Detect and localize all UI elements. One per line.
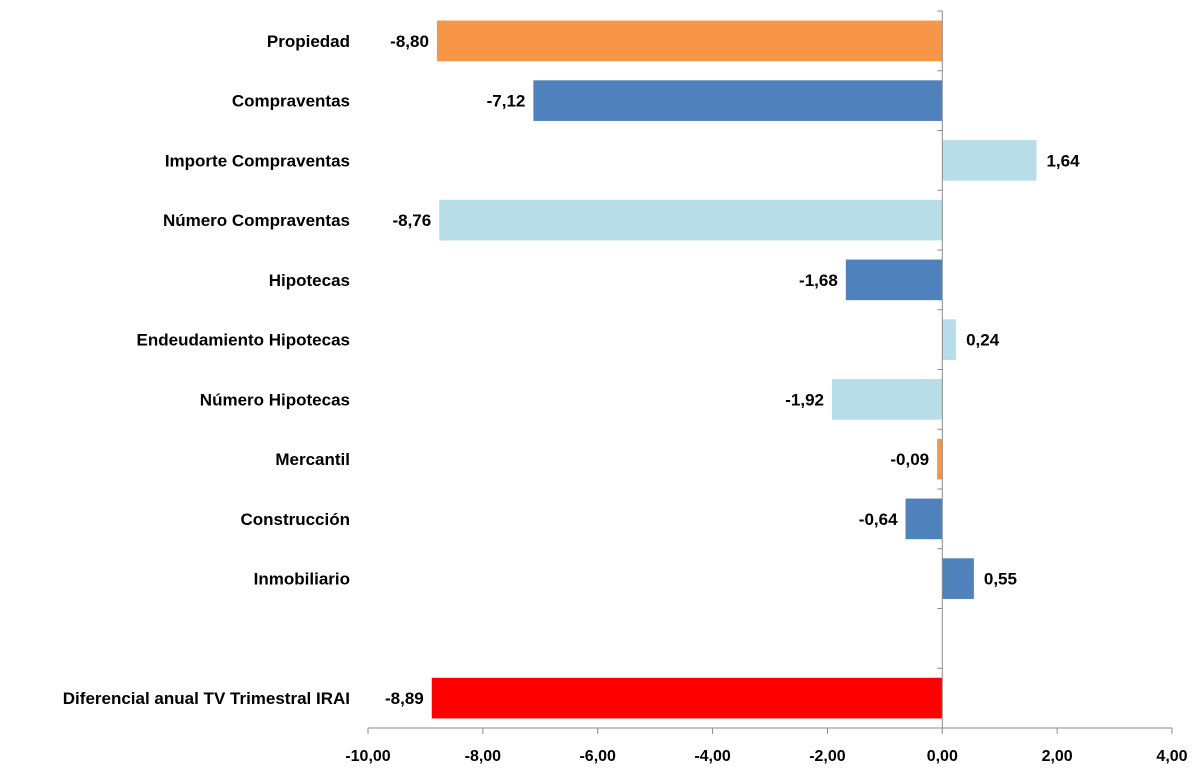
x-tick-label: 0,00 — [927, 748, 958, 765]
bar — [937, 438, 943, 480]
x-tick-label: -8,00 — [465, 748, 502, 765]
bar — [845, 259, 943, 301]
category-label: Endeudamiento Hipotecas — [137, 331, 350, 350]
data-label: 1,64 — [1046, 151, 1080, 170]
category-label: Construcción — [240, 510, 350, 529]
x-tick-label: -6,00 — [579, 748, 616, 765]
category-label: Diferencial anual TV Trimestral IRAI — [63, 689, 350, 708]
bar — [436, 20, 943, 62]
data-label: -1,68 — [799, 271, 838, 290]
x-tick-label: 4,00 — [1156, 748, 1187, 765]
data-label: -8,76 — [392, 211, 431, 230]
category-label: Hipotecas — [269, 271, 350, 290]
category-label: Número Compraventas — [163, 211, 350, 230]
data-label: 0,55 — [984, 570, 1017, 589]
category-label: Propiedad — [267, 32, 350, 51]
data-label: 0,24 — [966, 331, 1000, 350]
bar — [942, 319, 957, 360]
data-label: -1,92 — [785, 390, 824, 409]
x-tick-label: -2,00 — [809, 748, 846, 765]
data-label: -0,64 — [859, 510, 898, 529]
category-label: Importe Compraventas — [165, 151, 350, 170]
bar — [533, 80, 943, 121]
bar — [942, 140, 1037, 181]
category-label: Compraventas — [232, 92, 350, 111]
category-label: Número Hipotecas — [200, 390, 350, 409]
x-tick-label: -10,00 — [345, 748, 390, 765]
category-label: Mercantil — [275, 450, 350, 469]
data-label: -0,09 — [890, 450, 929, 469]
bar — [439, 199, 943, 241]
bars-layer — [431, 20, 1037, 719]
bar — [431, 677, 943, 719]
labels-layer: Propiedad -8,80 Compraventas -7,12 Importe C… — [63, 32, 1188, 765]
bar — [832, 379, 943, 420]
data-label: -8,89 — [385, 689, 424, 708]
axes-layer — [367, 10, 1173, 734]
x-tick-label: 2,00 — [1042, 748, 1073, 765]
x-tick-label: -4,00 — [694, 748, 731, 765]
bar — [942, 558, 974, 599]
data-label: -8,80 — [390, 32, 429, 51]
category-label: Inmobiliario — [254, 570, 350, 589]
data-label: -7,12 — [487, 92, 526, 111]
bar — [905, 498, 943, 540]
